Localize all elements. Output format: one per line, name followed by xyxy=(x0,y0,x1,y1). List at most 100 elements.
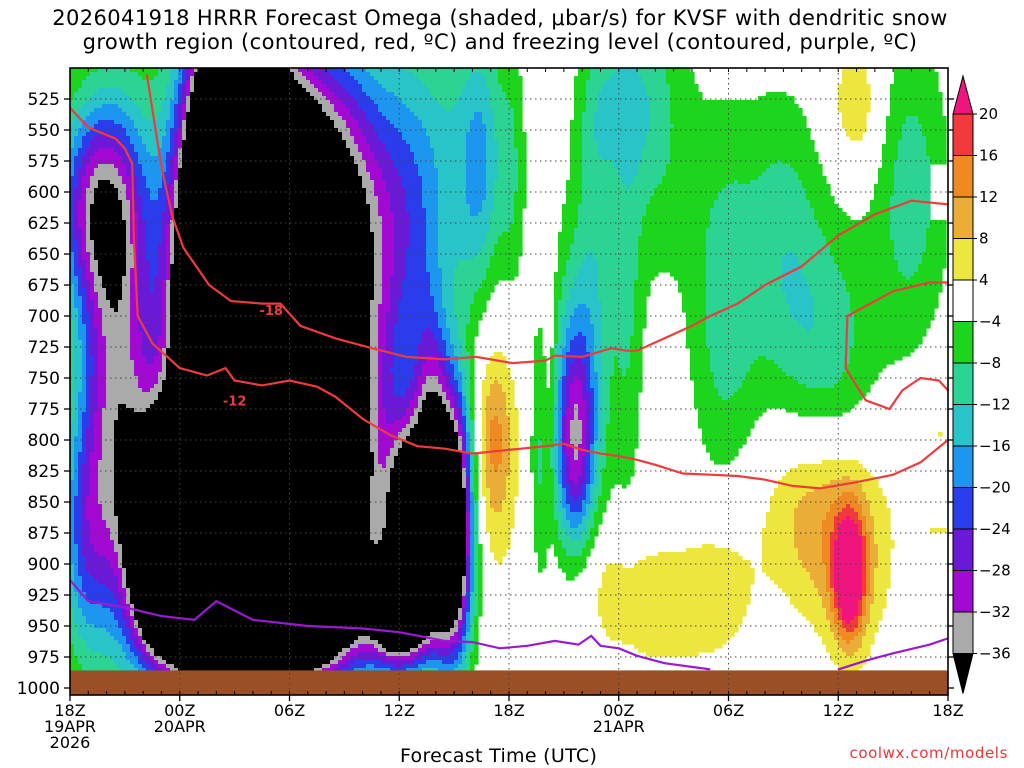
omega-cell xyxy=(426,396,443,401)
omega-cell xyxy=(586,376,591,381)
omega-cell xyxy=(594,412,599,417)
omega-cell xyxy=(558,388,563,393)
omega-cell xyxy=(178,112,183,117)
omega-cell xyxy=(158,372,167,377)
omega-cell xyxy=(586,508,591,513)
omega-cell xyxy=(438,220,491,225)
omega-cell xyxy=(450,388,455,393)
omega-cell xyxy=(534,520,559,525)
omega-cell xyxy=(470,520,475,525)
omega-cell xyxy=(158,260,167,265)
omega-cell xyxy=(78,316,83,321)
omega-cell xyxy=(142,112,159,117)
omega-cell xyxy=(862,484,879,489)
omega-cell xyxy=(382,392,395,397)
omega-cell xyxy=(70,384,75,389)
omega-cell xyxy=(370,408,379,413)
omega-cell xyxy=(106,520,119,525)
omega-cell xyxy=(466,628,471,633)
omega-cell xyxy=(374,468,391,473)
omega-cell xyxy=(530,460,539,465)
omega-cell xyxy=(582,152,599,157)
omega-cell xyxy=(170,172,175,177)
omega-cell xyxy=(502,388,515,393)
omega-cell xyxy=(466,484,471,489)
omega-cell xyxy=(382,252,395,257)
omega-cell xyxy=(466,540,471,545)
omega-cell xyxy=(138,276,151,281)
omega-cell xyxy=(822,604,831,609)
omega-cell xyxy=(574,456,579,461)
omega-cell xyxy=(842,612,859,617)
omega-cell xyxy=(890,236,927,241)
omega-cell xyxy=(422,124,471,129)
omega-cell xyxy=(70,352,75,357)
omega-cell xyxy=(486,372,511,377)
omega-cell xyxy=(562,228,575,233)
omega-cell xyxy=(482,400,487,405)
omega-cell xyxy=(554,328,559,333)
omega-cell xyxy=(70,260,75,265)
omega-cell xyxy=(134,640,139,645)
omega-cell xyxy=(534,476,539,481)
omega-cell xyxy=(550,380,555,385)
omega-cell xyxy=(846,364,887,369)
omega-cell xyxy=(410,400,419,405)
omega-cell xyxy=(338,660,347,665)
omega-cell xyxy=(70,400,75,405)
omega-cell xyxy=(74,608,83,613)
omega-cell xyxy=(458,616,463,621)
omega-cell xyxy=(74,224,79,229)
omega-cell xyxy=(786,408,851,413)
omega-cell xyxy=(122,280,131,285)
omega-cell xyxy=(70,648,75,653)
omega-cell xyxy=(462,92,491,97)
omega-cell xyxy=(78,204,87,209)
omega-cell xyxy=(130,176,139,181)
omega-cell xyxy=(606,436,639,441)
omega-cell xyxy=(70,308,79,313)
omega-cell xyxy=(386,316,399,321)
omega-cell xyxy=(814,488,863,493)
omega-cell xyxy=(570,524,579,529)
omega-cell xyxy=(530,448,539,453)
omega-cell xyxy=(590,360,595,365)
omega-cell xyxy=(114,496,371,501)
omega-cell xyxy=(494,380,499,385)
omega-cell xyxy=(602,368,615,373)
omega-cell xyxy=(562,224,579,229)
omega-cell xyxy=(506,408,519,413)
omega-cell xyxy=(570,288,599,293)
omega-cell xyxy=(86,364,95,369)
omega-cell xyxy=(482,480,487,485)
omega-cell xyxy=(370,340,379,345)
omega-cell xyxy=(174,200,179,205)
omega-cell xyxy=(470,492,475,497)
omega-cell xyxy=(598,500,607,505)
omega-cell xyxy=(78,596,87,601)
omega-cell xyxy=(86,428,95,433)
omega-cell xyxy=(590,372,599,377)
omega-cell xyxy=(710,368,751,373)
omega-cell xyxy=(82,508,87,513)
omega-cell xyxy=(586,492,591,497)
omega-cell xyxy=(70,500,75,505)
omega-cell xyxy=(166,240,171,245)
omega-cell xyxy=(370,316,379,321)
omega-cell xyxy=(138,272,151,277)
omega-cell xyxy=(586,428,591,433)
omega-cell xyxy=(170,144,175,149)
omega-cell xyxy=(178,204,371,209)
omega-cell xyxy=(486,424,491,429)
omega-cell xyxy=(130,608,135,613)
omega-cell xyxy=(822,560,831,565)
omega-cell xyxy=(166,308,171,313)
omega-cell xyxy=(842,620,847,625)
omega-cell xyxy=(834,528,839,533)
omega-cell xyxy=(86,592,115,597)
omega-cell xyxy=(814,628,831,633)
omega-cell xyxy=(90,312,95,317)
omega-cell xyxy=(394,160,415,165)
omega-cell xyxy=(78,264,87,269)
omega-cell xyxy=(86,596,115,601)
